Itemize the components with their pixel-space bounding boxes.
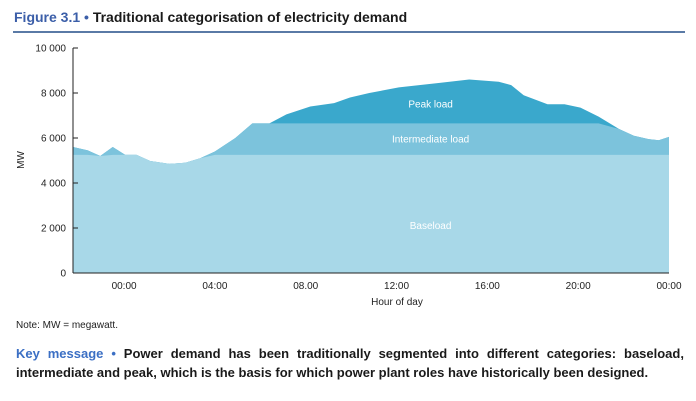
- y-tick-label: 2 000: [41, 224, 66, 235]
- y-axis-label: MW: [16, 151, 27, 169]
- x-tick-label: 00:00: [112, 281, 137, 292]
- y-tick-label: 8 000: [41, 89, 66, 100]
- x-tick-label: 20:00: [566, 281, 591, 292]
- series-label-intermediate: Intermediate load: [392, 135, 469, 146]
- y-tick-label: 6 000: [41, 134, 66, 145]
- title-separator: •: [84, 9, 89, 25]
- x-tick-label: 04:00: [202, 281, 227, 292]
- demand-chart: 0 2 000 4 000 6 000 8 000 10 000 00:00 04:00 08.…: [16, 44, 682, 309]
- y-tick-label: 10 000: [35, 44, 66, 55]
- y-tick-label: 0: [60, 269, 66, 280]
- series-label-peak: Peak load: [408, 100, 452, 111]
- key-message-label: Key message: [16, 346, 104, 361]
- x-axis-label: Hour of day: [371, 297, 423, 308]
- figure-number: Figure 3.1: [14, 9, 81, 25]
- figure-note: Note: MW = megawatt.: [16, 320, 118, 331]
- key-message-separator: •: [111, 346, 116, 361]
- figure-title: Figure 3.1 • Traditional categorisation …: [14, 9, 407, 25]
- y-tick-label: 4 000: [41, 179, 66, 190]
- x-tick-label: 00:00: [656, 281, 681, 292]
- x-tick-label: 12:00: [384, 281, 409, 292]
- series-label-baseload: Baseload: [410, 221, 452, 232]
- x-tick-label: 08.00: [293, 281, 318, 292]
- title-rule: [13, 31, 685, 33]
- key-message: Key message • Power demand has been trad…: [16, 344, 684, 382]
- x-tick-label: 16:00: [475, 281, 500, 292]
- key-message-text: Power demand has been traditionally segm…: [16, 346, 684, 380]
- area-baseload: [73, 154, 669, 273]
- figure-title-text: Traditional categorisation of electricit…: [92, 9, 408, 25]
